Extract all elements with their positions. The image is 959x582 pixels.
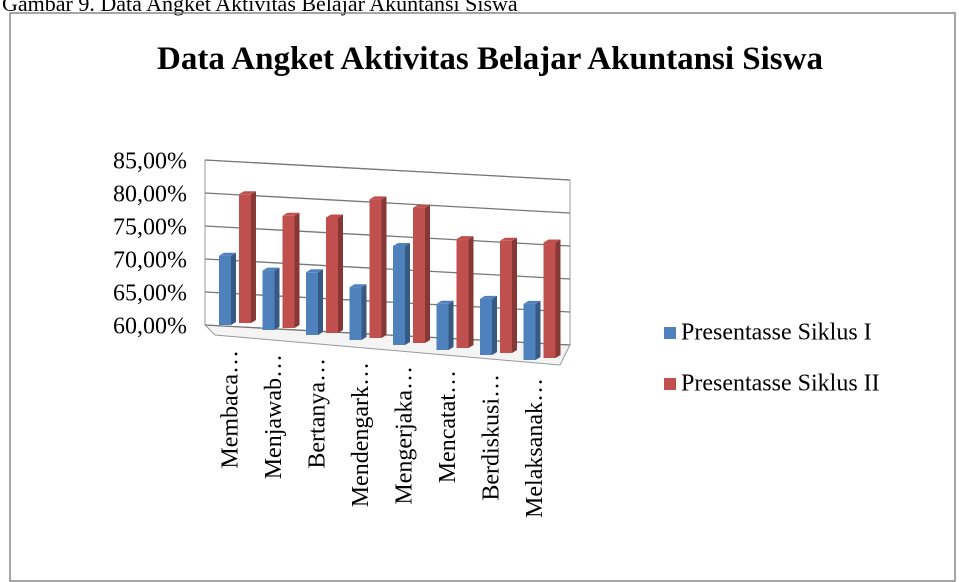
bar-side xyxy=(492,295,497,355)
bar xyxy=(413,207,425,343)
bar xyxy=(239,194,251,323)
x-tick-label: Menjawab… xyxy=(261,354,287,479)
bar-side xyxy=(535,300,541,360)
chart-border xyxy=(9,12,956,582)
bar-top xyxy=(306,269,323,273)
bar-side xyxy=(405,243,410,345)
x-tick-label: Berdiskusi… xyxy=(479,374,505,501)
bar-top xyxy=(413,204,430,208)
x-tick-label: Mendengark… xyxy=(348,362,374,507)
bar-side xyxy=(251,191,256,323)
bar-side xyxy=(294,212,300,328)
legend-label: Presentasse Siklus I xyxy=(681,320,872,346)
bar xyxy=(523,303,536,360)
y-tick-label: 80,00% xyxy=(113,182,187,208)
legend-swatch xyxy=(664,327,676,339)
legend-label: Presentasse Siklus II xyxy=(681,371,880,397)
chart-title: Data Angket Aktivitas Belajar Akuntansi … xyxy=(157,41,823,77)
bar-top xyxy=(369,196,387,200)
bar-top xyxy=(480,295,497,299)
x-tick-label: Mencatat… xyxy=(435,370,461,483)
bar xyxy=(480,298,492,355)
bar-top xyxy=(219,252,236,256)
caption: Gambar 9. Data Angket Aktivitas Belajar … xyxy=(2,0,518,16)
legend-swatch xyxy=(664,378,676,390)
x-tick-label: Bertanya… xyxy=(305,358,331,469)
bar xyxy=(219,255,231,325)
bar xyxy=(393,246,405,345)
bar-top xyxy=(326,214,343,218)
grid-line xyxy=(204,159,571,181)
bar-side xyxy=(512,237,517,353)
bar-side xyxy=(381,196,387,338)
bar xyxy=(543,242,556,358)
bar-top xyxy=(349,284,367,288)
bar xyxy=(326,217,338,333)
bar xyxy=(436,303,449,350)
bar-side xyxy=(318,269,323,335)
bar-top xyxy=(523,300,541,304)
x-tick-label: Membaca… xyxy=(218,350,244,469)
bar-top xyxy=(262,267,280,271)
bar-side xyxy=(468,236,474,348)
x-tick-label: Mengerjaka… xyxy=(392,366,418,505)
bar xyxy=(349,287,362,340)
y-tick-label: 85,00% xyxy=(113,149,187,175)
bar-top xyxy=(239,191,256,195)
y-tick-label: 65,00% xyxy=(113,281,187,307)
y-tick-label: 70,00% xyxy=(113,248,187,274)
bar xyxy=(282,215,295,328)
y-tick-label: 60,00% xyxy=(113,314,187,340)
bar-side xyxy=(338,214,343,333)
bar xyxy=(456,239,469,348)
bar-top xyxy=(282,212,300,216)
bar-top xyxy=(436,300,454,304)
y-tick-label: 75,00% xyxy=(113,215,187,241)
bar-top xyxy=(500,237,517,241)
bar xyxy=(306,272,318,335)
grid-line xyxy=(204,192,571,214)
bar xyxy=(500,240,512,353)
bar xyxy=(262,270,275,330)
bar-side xyxy=(274,267,280,330)
bar-top xyxy=(543,239,561,243)
bar-side xyxy=(555,239,561,358)
x-tick-label: Melaksanak… xyxy=(522,378,548,518)
bar-side xyxy=(425,204,430,343)
bar-top xyxy=(393,243,410,246)
bar xyxy=(369,199,382,338)
bar-top xyxy=(456,236,474,240)
bar-side xyxy=(231,252,236,325)
bar-side xyxy=(448,300,454,350)
bar-side xyxy=(361,284,367,340)
